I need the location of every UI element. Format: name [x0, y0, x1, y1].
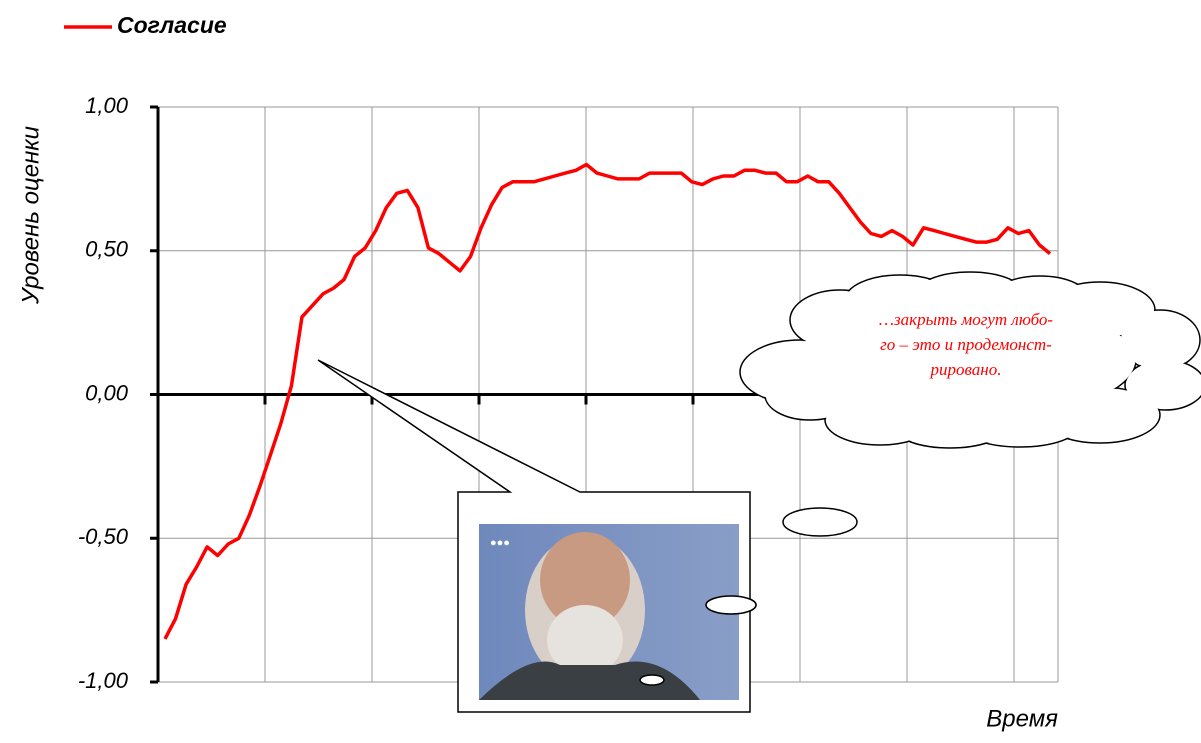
- data-line: [163, 162, 1052, 640]
- y-tick-label: -1,00: [78, 668, 129, 693]
- y-tick-label: 0,00: [85, 380, 129, 405]
- thought-cloud: [639, 271, 1201, 686]
- annotation: рировано.: [930, 360, 1002, 379]
- cloud-fill: [1121, 311, 1199, 369]
- y-axis-title: Уровень оценки: [17, 126, 44, 305]
- y-tick-label: 0,50: [85, 237, 129, 262]
- cloud-fill: [1126, 361, 1201, 409]
- legend-label: Согласие: [117, 12, 227, 38]
- photo-callout: ●●●: [317, 359, 757, 713]
- x-axis-title: Время: [986, 705, 1058, 732]
- annotation: го – это и продемонст-: [880, 335, 1052, 354]
- logo: ●●●: [490, 537, 510, 549]
- y-tick-label: 1,00: [85, 93, 129, 118]
- annotation: …закрыть могут любо-: [879, 310, 1054, 329]
- y-tick-label: -0,50: [78, 524, 129, 549]
- cloud-fill: [797, 301, 1135, 419]
